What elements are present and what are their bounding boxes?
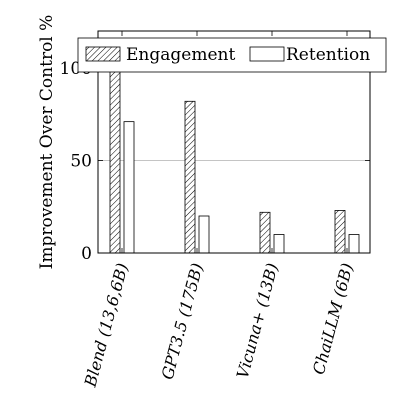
x-tick-label-3: ChaiLLM (6B) xyxy=(309,261,357,376)
bar-retention-2 xyxy=(273,234,285,254)
bar-retention-0 xyxy=(123,121,135,254)
bar-engagement-2 xyxy=(259,211,271,254)
legend-label-retention: Retention xyxy=(286,45,370,65)
bar-engagement-3 xyxy=(334,210,346,254)
x-tick-label-2: Vicuna+ (13B) xyxy=(233,261,282,380)
legend-box xyxy=(77,37,387,73)
legend-swatch-engagement xyxy=(85,46,121,62)
legend: Engagement Retention xyxy=(77,37,387,73)
legend-label-engagement: Engagement xyxy=(126,45,235,65)
bars-layer xyxy=(109,62,360,254)
bar-engagement-0 xyxy=(109,62,121,254)
y-axis-title: Improvement Over Control % xyxy=(37,15,57,270)
plot-frame xyxy=(97,30,371,254)
y-tick-label-0: 0 xyxy=(81,244,92,264)
y-tick-label-50: 50 xyxy=(70,152,92,172)
x-tick-label-1: GPT3.5 (175B) xyxy=(158,261,207,381)
bar-retention-1 xyxy=(198,215,210,254)
x-tick-label-0: Blend (13,6,6B) xyxy=(80,261,132,390)
bar-engagement-1 xyxy=(184,100,196,254)
bar-retention-3 xyxy=(348,234,360,254)
legend-swatch-retention xyxy=(249,46,285,62)
